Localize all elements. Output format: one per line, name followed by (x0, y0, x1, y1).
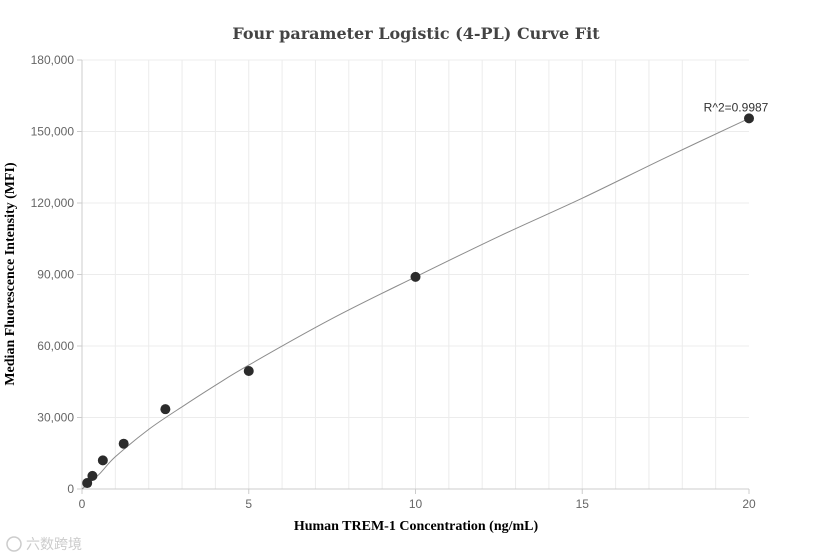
watermark-logo-icon (6, 536, 22, 552)
data-point (243, 366, 254, 377)
x-tick-labels: 0 5 10 15 20 (79, 497, 756, 511)
x-tick-label: 15 (576, 497, 590, 511)
axes (77, 59, 750, 494)
data-point (82, 478, 93, 489)
x-tick-label: 20 (742, 497, 756, 511)
watermark: 六数跨境 (6, 536, 82, 553)
fit-curve (81, 117, 750, 490)
grid-lines (82, 59, 749, 489)
y-tick-label: 0 (67, 482, 74, 496)
data-point (410, 271, 421, 282)
x-tick-label: 10 (409, 497, 423, 511)
watermark-text: 六数跨境 (26, 537, 82, 553)
y-tick-label: 180,000 (31, 53, 75, 67)
chart-title: Four parameter Logistic (4-PL) Curve Fit (232, 24, 600, 43)
data-point (744, 113, 754, 124)
y-tick-label: 30,000 (37, 411, 74, 425)
x-axis-title: Human TREM-1 Concentration (ng/mL) (294, 519, 539, 534)
r-squared-annotation: R^2=0.9987 (704, 100, 769, 114)
y-tick-label: 120,000 (31, 196, 75, 210)
x-tick-label: 0 (79, 497, 86, 511)
data-points (82, 113, 754, 489)
y-tick-label: 90,000 (37, 268, 74, 282)
data-point (118, 438, 129, 449)
y-tick-label: 60,000 (37, 339, 74, 353)
y-tick-label: 150,000 (31, 125, 75, 139)
data-point (160, 404, 171, 415)
x-tick-label: 5 (245, 497, 252, 511)
y-axis-title: Median Fluorescence Intensity (MFI) (3, 162, 18, 386)
data-point (97, 455, 108, 466)
data-point (87, 470, 98, 481)
y-tick-labels: 0 30,000 60,000 90,000 120,000 150,000 180,000 (31, 53, 75, 496)
